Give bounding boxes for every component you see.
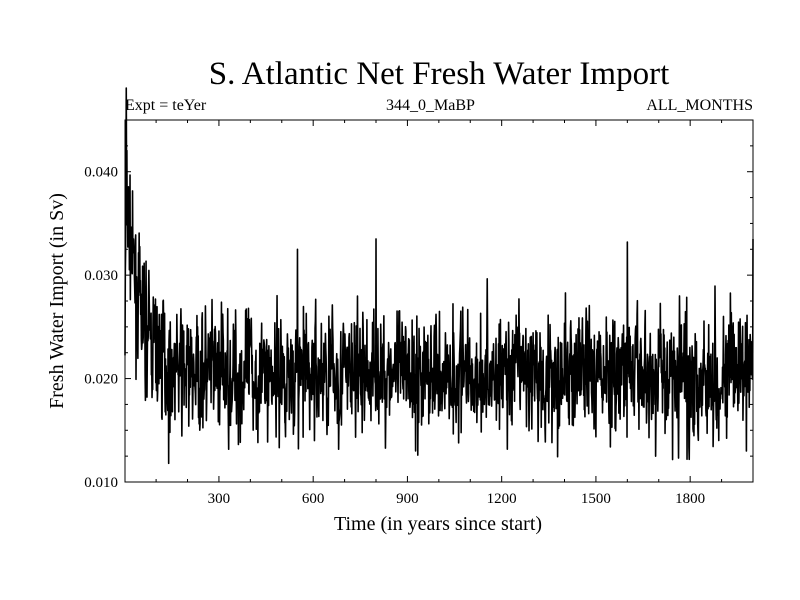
x-tick-label: 1200 bbox=[487, 491, 517, 507]
x-tick-label: 300 bbox=[208, 491, 231, 507]
experiment-label: Expt = teYer bbox=[125, 97, 207, 114]
y-tick-label: 0.020 bbox=[84, 372, 118, 388]
y-tick-label: 0.030 bbox=[84, 268, 118, 284]
x-tick-label: 1500 bbox=[581, 491, 611, 507]
plot-frame bbox=[124, 119, 754, 483]
run-label: 344_0_MaBP bbox=[386, 97, 475, 114]
x-tick-label: 1800 bbox=[675, 491, 705, 507]
y-tick-label: 0.040 bbox=[84, 165, 118, 181]
months-label: ALL_MONTHS bbox=[646, 97, 753, 114]
x-tick-label: 900 bbox=[396, 491, 419, 507]
y-axis-label: Fresh Water Import (in Sv) bbox=[46, 193, 68, 409]
series-layer bbox=[124, 87, 754, 465]
series-line bbox=[124, 87, 754, 465]
x-axis-label: Time (in years since start) bbox=[334, 513, 542, 535]
axes-layer: 300 600 900 1200 1500 1800 0.010 0.020 0.030 0.04… bbox=[84, 120, 753, 507]
y-tick-label: 0.010 bbox=[84, 475, 118, 491]
x-tick-label: 600 bbox=[302, 491, 325, 507]
chart-title: S. Atlantic Net Fresh Water Import bbox=[208, 56, 670, 92]
